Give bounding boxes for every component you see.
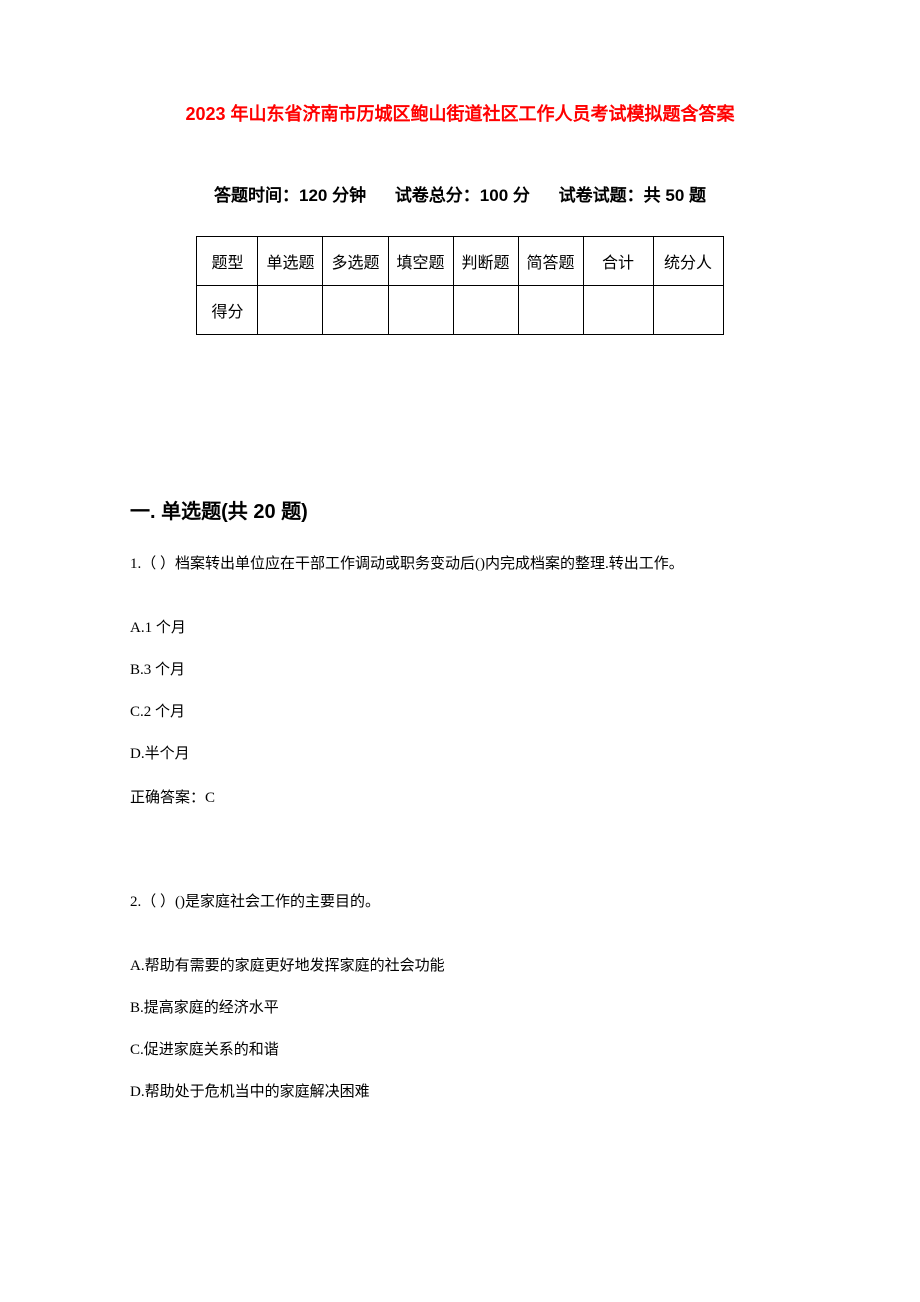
- header-scorer: 统分人: [653, 237, 723, 286]
- score-single: [258, 286, 323, 335]
- q2-option-b: B.提高家庭的经济水平: [130, 996, 790, 1020]
- question-1-text: 1.（ ）档案转出单位应在干部工作调动或职务变动后()内完成档案的整理.转出工作…: [130, 552, 790, 576]
- q2-option-d: D.帮助处于危机当中的家庭解决困难: [130, 1080, 790, 1104]
- section-1-heading: 一. 单选题(共 20 题): [130, 495, 790, 524]
- q1-answer: 正确答案：C: [130, 786, 790, 810]
- total-score-info: 试卷总分：100 分: [395, 186, 530, 205]
- q2-option-c: C.促进家庭关系的和谐: [130, 1038, 790, 1062]
- q1-option-c: C.2 个月: [130, 700, 790, 724]
- header-single: 单选题: [258, 237, 323, 286]
- table-score-row: 得分: [197, 286, 723, 335]
- question-count-info: 试卷试题：共 50 题: [559, 186, 706, 205]
- q1-option-b: B.3 个月: [130, 658, 790, 682]
- header-fill: 填空题: [388, 237, 453, 286]
- score-table: 题型 单选题 多选题 填空题 判断题 简答题 合计 统分人 得分: [196, 236, 723, 335]
- score-judge: [453, 286, 518, 335]
- header-type: 题型: [197, 237, 258, 286]
- header-judge: 判断题: [453, 237, 518, 286]
- question-1-options: A.1 个月 B.3 个月 C.2 个月 D.半个月: [130, 616, 790, 766]
- q2-option-a: A.帮助有需要的家庭更好地发挥家庭的社会功能: [130, 954, 790, 978]
- score-total: [583, 286, 653, 335]
- question-2-options: A.帮助有需要的家庭更好地发挥家庭的社会功能 B.提高家庭的经济水平 C.促进家…: [130, 954, 790, 1104]
- header-total: 合计: [583, 237, 653, 286]
- score-multi: [323, 286, 388, 335]
- exam-info: 答题时间：120 分钟 试卷总分：100 分 试卷试题：共 50 题: [130, 181, 790, 206]
- score-scorer: [653, 286, 723, 335]
- header-multi: 多选题: [323, 237, 388, 286]
- time-info: 答题时间：120 分钟: [214, 186, 366, 205]
- table-header-row: 题型 单选题 多选题 填空题 判断题 简答题 合计 统分人: [197, 237, 723, 286]
- q1-option-a: A.1 个月: [130, 616, 790, 640]
- score-fill: [388, 286, 453, 335]
- score-label: 得分: [197, 286, 258, 335]
- question-2-text: 2.（ ）()是家庭社会工作的主要目的。: [130, 890, 790, 914]
- exam-title: 2023 年山东省济南市历城区鲍山街道社区工作人员考试模拟题含答案: [130, 100, 790, 126]
- header-short: 简答题: [518, 237, 583, 286]
- q1-option-d: D.半个月: [130, 742, 790, 766]
- score-short: [518, 286, 583, 335]
